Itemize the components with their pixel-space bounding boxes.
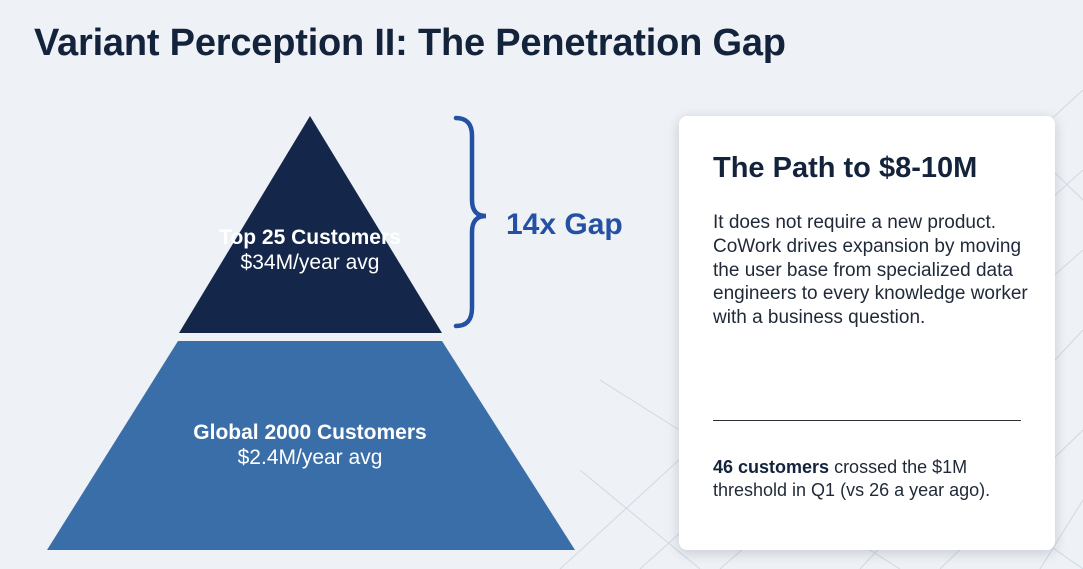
card-body: It does not require a new product. CoWor… (713, 212, 1028, 328)
pyramid-bottom-tier (47, 341, 575, 550)
top-tier-label: Top 25 Customers $34M/year avg (200, 225, 420, 275)
path-card: The Path to $8-10M It does not require a… (679, 116, 1055, 550)
card-note: 46 customers crossed the $1M threshold i… (713, 456, 1033, 503)
top-tier-name: Top 25 Customers (219, 226, 401, 249)
card-title: The Path to $8-10M (713, 152, 978, 184)
card-note-highlight: 46 customers (713, 457, 830, 477)
bottom-tier-name: Global 2000 Customers (193, 421, 427, 444)
card-divider (713, 420, 1021, 421)
bottom-tier-value: $2.4M/year avg (237, 446, 383, 470)
bottom-tier-label: Global 2000 Customers $2.4M/year avg (130, 420, 490, 470)
gap-bracket (453, 115, 487, 329)
gap-label: 14x Gap (506, 208, 623, 241)
slide-title: Variant Perception II: The Penetration G… (34, 22, 786, 64)
pyramid-top-tier (179, 116, 442, 333)
card-note-text: crossed the $1M threshold in Q1 (vs 26 a… (713, 457, 991, 501)
top-tier-value: $34M/year avg (240, 251, 380, 275)
penetration-pyramid (47, 115, 575, 550)
